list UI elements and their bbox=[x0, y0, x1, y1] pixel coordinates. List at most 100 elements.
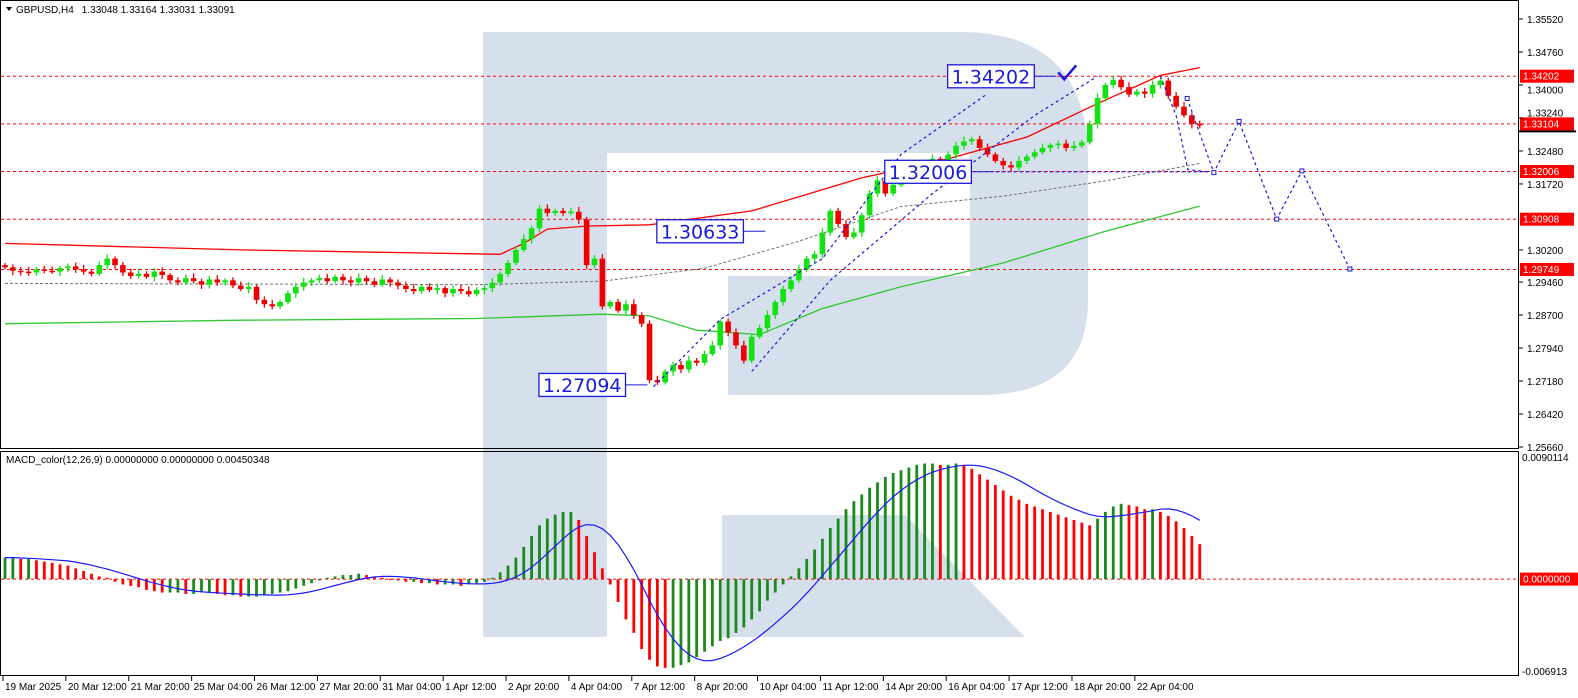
bearish-candle bbox=[238, 285, 244, 289]
level-tag-label: 1.29749 bbox=[1523, 265, 1560, 276]
bearish-candle bbox=[41, 269, 48, 271]
macd-histogram-bar bbox=[137, 579, 141, 588]
macd-histogram-bar bbox=[781, 579, 785, 585]
macd-histogram-bar bbox=[435, 579, 439, 585]
macd-histogram-bar bbox=[852, 501, 856, 580]
bullish-candle bbox=[607, 302, 614, 307]
bearish-candle bbox=[167, 275, 173, 281]
bullish-candle bbox=[552, 210, 558, 214]
macd-tick-label: -0.006913 bbox=[1522, 667, 1567, 678]
bearish-candle bbox=[120, 265, 126, 273]
bearish-candle bbox=[733, 332, 739, 346]
bearish-candle bbox=[725, 321, 731, 333]
time-tick-label: 4 Apr 04:00 bbox=[571, 682, 623, 693]
bearish-candle bbox=[1196, 124, 1203, 126]
macd-histogram-bar bbox=[152, 579, 156, 592]
level-tag-label: 1.30908 bbox=[1523, 215, 1560, 226]
bullish-candle bbox=[332, 276, 338, 282]
bullish-candle bbox=[858, 215, 865, 233]
macd-histogram-bar bbox=[671, 579, 675, 668]
level-tag bbox=[1520, 212, 1574, 226]
macd-histogram-bar bbox=[915, 464, 919, 580]
macd-histogram-bar bbox=[569, 511, 573, 580]
macd-histogram-bar bbox=[1017, 499, 1021, 580]
macd-histogram-bar bbox=[734, 579, 738, 633]
bullish-candle bbox=[1157, 80, 1164, 85]
macd-histogram-bar bbox=[946, 464, 950, 580]
macd-histogram-bar bbox=[766, 579, 769, 601]
macd-histogram-bar bbox=[640, 579, 644, 649]
macd-histogram-bar bbox=[66, 565, 70, 580]
macd-histogram-bar bbox=[1190, 536, 1194, 580]
bullish-candle bbox=[764, 315, 771, 329]
macd-histogram-bar bbox=[129, 579, 133, 586]
bearish-candle bbox=[646, 323, 653, 381]
bearish-candle bbox=[348, 280, 354, 283]
macd-histogram-bar bbox=[703, 579, 706, 652]
bearish-candle bbox=[214, 279, 221, 283]
bullish-candle bbox=[568, 211, 574, 214]
macd-histogram-bar bbox=[695, 579, 699, 658]
time-tick-label: 25 Mar 04:00 bbox=[194, 682, 253, 693]
macd-histogram-bar bbox=[632, 579, 636, 633]
macd-histogram-bar bbox=[1056, 514, 1060, 580]
macd-histogram-bar bbox=[286, 579, 290, 592]
bearish-candle bbox=[25, 271, 32, 274]
time-tick-label: 26 Mar 12:00 bbox=[257, 682, 316, 693]
macd-histogram-bar bbox=[1151, 509, 1154, 580]
bullish-candle bbox=[1031, 152, 1038, 157]
macd-histogram-bar bbox=[200, 579, 203, 593]
bullish-candle bbox=[379, 279, 386, 285]
triangle-down-icon[interactable] bbox=[6, 7, 12, 11]
macd-histogram-bar bbox=[585, 536, 589, 580]
trend-line bbox=[751, 75, 1098, 372]
macd-histogram-bar bbox=[475, 579, 478, 584]
macd-histogram-bar bbox=[11, 557, 15, 580]
macd-histogram-bar bbox=[1048, 511, 1052, 580]
bullish-candle bbox=[772, 302, 779, 316]
macd-histogram-bar bbox=[380, 577, 384, 580]
price-axis[interactable]: 1.34202 1.33104 1.32006 1.30908 1.29749 1.355… bbox=[1519, 15, 1578, 678]
bullish-candle bbox=[1024, 156, 1030, 161]
bullish-candle bbox=[1047, 144, 1054, 148]
macd-histogram-bar bbox=[514, 557, 518, 580]
macd-histogram-bar bbox=[74, 568, 78, 580]
time-tick-label: 19 Mar 2025 bbox=[5, 682, 62, 693]
macd-histogram-bar bbox=[42, 561, 46, 580]
level-tag bbox=[1520, 263, 1574, 277]
macd-histogram-bar bbox=[663, 579, 667, 668]
macd-histogram-bar bbox=[773, 579, 777, 593]
symbol-label: GBPUSD,H4 bbox=[16, 5, 74, 16]
macd-histogram-bar bbox=[530, 536, 534, 580]
macd-histogram-bar bbox=[247, 579, 251, 597]
bullish-candle bbox=[151, 271, 158, 277]
macd-histogram-bar bbox=[498, 572, 502, 580]
macd-histogram-bar bbox=[1001, 490, 1005, 580]
macd-histogram-bar bbox=[1104, 511, 1107, 580]
bullish-candle bbox=[748, 336, 755, 361]
bullish-candle bbox=[57, 268, 63, 272]
macd-histogram-bar bbox=[1198, 544, 1202, 580]
time-tick-label: 1 Apr 12:00 bbox=[445, 682, 497, 693]
bullish-candle bbox=[701, 354, 708, 363]
macd-histogram-bar bbox=[1025, 503, 1029, 580]
macd-histogram-bar bbox=[325, 577, 329, 580]
bearish-candle bbox=[175, 280, 181, 283]
bearish-candle bbox=[631, 304, 637, 316]
bullish-candle bbox=[1094, 98, 1101, 125]
level-tag bbox=[1520, 117, 1574, 131]
bullish-candle bbox=[670, 364, 676, 372]
bearish-candle bbox=[882, 180, 889, 194]
forecast-node bbox=[1236, 118, 1242, 124]
macd-histogram-bar bbox=[97, 576, 101, 580]
level-tag bbox=[1520, 69, 1574, 83]
bullish-candle bbox=[528, 228, 535, 240]
macd-histogram-bar bbox=[899, 470, 903, 580]
macd-histogram-bar bbox=[310, 579, 313, 584]
macd-histogram-bar bbox=[624, 579, 628, 620]
price-tick-label: 1.29460 bbox=[1527, 278, 1564, 289]
time-axis[interactable]: 19 Mar 2025 20 Mar 12:00 21 Mar 20:00 25 Ma… bbox=[2, 676, 1194, 693]
bearish-candle bbox=[976, 139, 983, 148]
